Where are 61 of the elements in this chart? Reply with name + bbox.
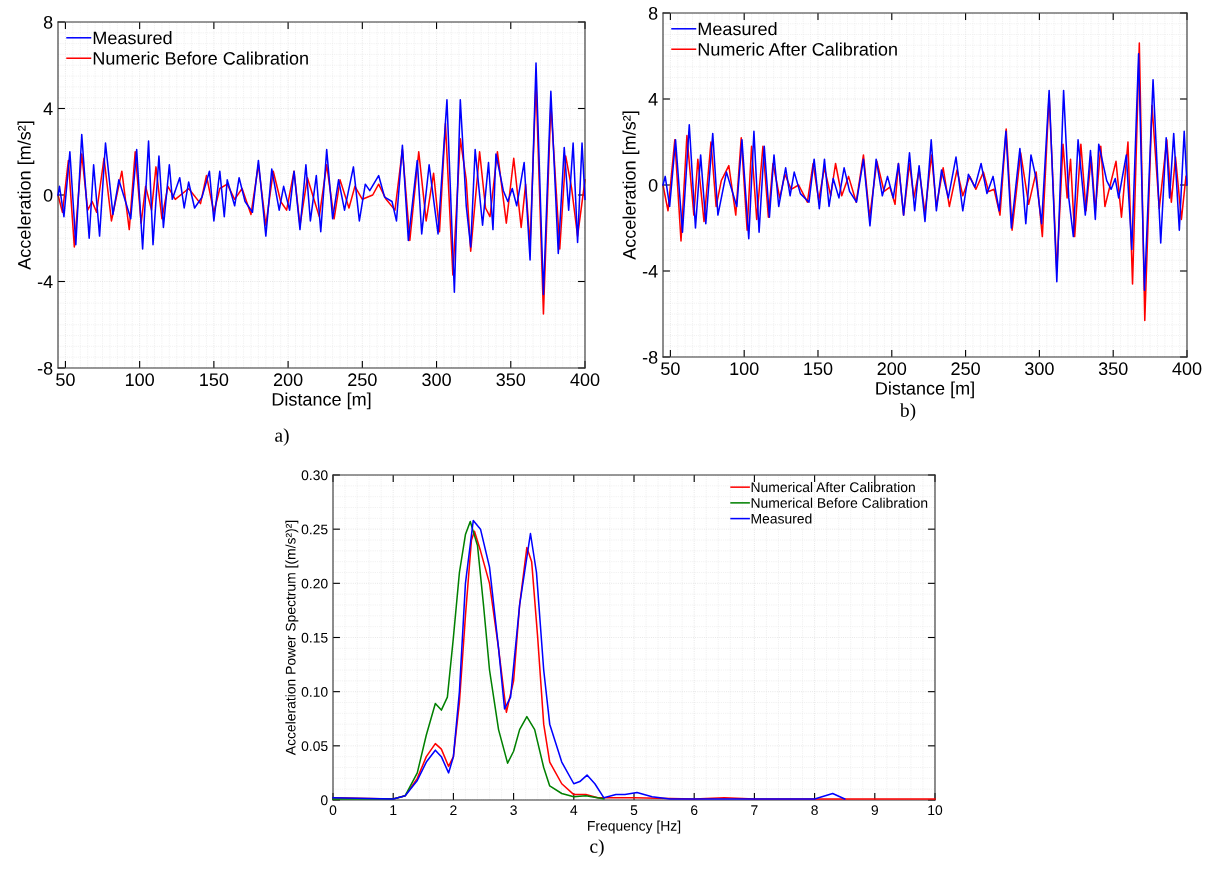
x-tick-label: 1	[390, 805, 397, 815]
x-axis-title: Distance [m]	[876, 381, 974, 399]
x-tick-label: 10	[928, 805, 943, 816]
x-tick-label: 400	[1172, 362, 1202, 376]
x-tick-label: 200	[877, 362, 907, 376]
x-tick-label: 3	[510, 805, 517, 816]
legend-label: Measured	[698, 22, 777, 36]
x-tick-label: 50	[661, 362, 680, 376]
text: Numerical After Calibration	[751, 481, 915, 493]
y-tick-label: 0.10	[301, 687, 328, 697]
y-axis-title: Acceleration Power Spectrum [(m/s²)²]	[285, 520, 299, 756]
y-axis-title: Acceleration [m/s²]	[622, 111, 640, 260]
x-tick-label: 300	[422, 373, 451, 387]
legend-label: Numeric After Calibration	[698, 42, 897, 56]
y-tick-label: 0	[43, 188, 53, 202]
text: b)	[899, 403, 916, 421]
y-tick-label: 0	[648, 178, 658, 192]
x-tick-label: 100	[125, 373, 155, 387]
x-tick-label: 0	[329, 805, 337, 816]
x-tick-label: 250	[348, 373, 377, 387]
line-series	[332, 520, 605, 800]
x-tick-label: 250	[951, 362, 980, 376]
text: a)	[275, 428, 289, 446]
y-tick-label: 4	[648, 93, 658, 106]
x-tick-label: 100	[730, 362, 759, 376]
x-tick-label: 9	[871, 805, 878, 816]
x-tick-label: 4	[570, 805, 578, 815]
y-axis-title: Acceleration [m/s²]	[17, 121, 35, 270]
legend-label: Numerical Before Calibration	[751, 497, 928, 508]
y-tick-label: 8	[43, 15, 53, 29]
x-tick-label: 8	[811, 805, 818, 816]
y-tick-label: 0.20	[301, 578, 328, 589]
text: c)	[590, 839, 604, 857]
y-tick-label: 0.30	[301, 470, 328, 481]
y-tick-label: -4	[37, 275, 53, 289]
legend-label: Measured	[93, 31, 172, 45]
x-tick-label: 150	[804, 362, 833, 376]
y-tick-label: 4	[43, 102, 53, 116]
x-tick-label: 150	[200, 373, 229, 387]
x-axis-title: Distance [m]	[272, 392, 371, 410]
x-tick-label: 350	[1098, 362, 1128, 376]
y-tick-label: 0.25	[301, 524, 328, 535]
x-tick-label: 2	[450, 805, 457, 815]
y-tick-label: -4	[642, 265, 658, 278]
x-tick-label: 5	[630, 805, 638, 816]
y-tick-label: 0.15	[301, 632, 328, 643]
x-tick-label: 6	[691, 805, 698, 816]
legend-label: Numeric Before Calibration	[93, 51, 308, 65]
x-tick-label: 7	[751, 805, 758, 815]
y-tick-label: -8	[37, 361, 53, 375]
y-tick-label: 0	[320, 795, 328, 806]
x-tick-label: 400	[570, 373, 600, 387]
x-tick-label: 350	[496, 373, 526, 387]
x-tick-label: 50	[56, 373, 75, 387]
y-tick-label: -8	[642, 350, 658, 364]
x-tick-label: 200	[273, 373, 303, 387]
y-tick-label: 8	[648, 6, 658, 20]
y-tick-label: 0.05	[301, 741, 328, 751]
x-axis-title: Frequency [Hz]	[588, 820, 681, 834]
legend-label: Measured	[751, 513, 812, 524]
x-tick-label: 300	[1025, 362, 1054, 376]
